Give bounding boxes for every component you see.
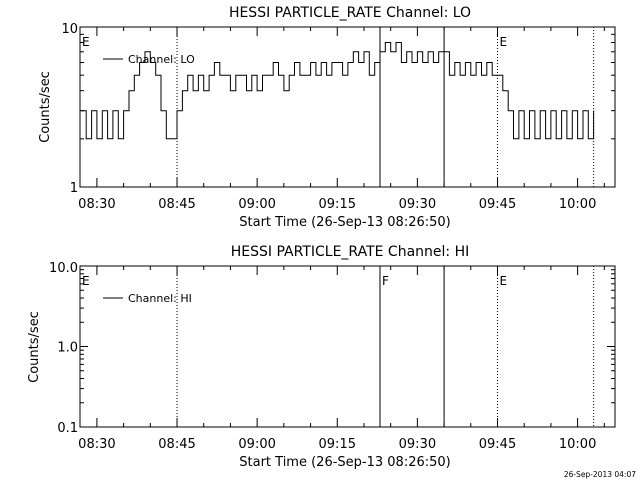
flag-label-hi: E [499,274,507,288]
x-tick-label-lo: 08:45 [158,197,195,212]
y-tick-label-lo: 1 [70,181,78,196]
legend-lo: Channel: LO [103,53,195,66]
x-tick-label-lo: 10:00 [559,197,596,212]
timestamp-stamp: 26-Sep-2013 04:07 [564,470,636,479]
y-tick-label-hi: 10.0 [49,261,78,276]
x-tick-label-hi: 09:15 [319,437,356,452]
legend-hi: Channel: HI [103,292,192,305]
plot-frame-lo [79,26,616,188]
y-axis-hi: 0.1 1.0 10.0 [49,261,615,436]
flag-label-lo: E [499,35,507,49]
x-tick-label-hi: 09:45 [479,437,516,452]
y-axis-lo: 1 10 [61,22,615,196]
x-tick-label-hi: 08:45 [158,437,195,452]
x-axis-hi: 08:30 08:45 09:00 09:15 09:30 09:45 10:00 [78,266,605,452]
x-tick-label-lo: 09:00 [238,197,275,212]
plot-frame-hi [79,265,616,428]
x-axis-lo: 08:30 08:45 09:00 09:15 09:30 09:45 10:00 [78,27,605,212]
flag-label-lo: E [82,35,90,49]
x-tick-label-hi: 08:30 [78,437,115,452]
flag-label-hi: E [82,274,90,288]
y-tick-label-hi: 1.0 [57,341,78,356]
x-tick-label-lo: 09:30 [399,197,436,212]
x-tick-label-hi: 09:00 [238,437,275,452]
panel-lo: HESSI PARTICLE_RATE Channel: LO 1 10 08:3… [38,5,616,230]
y-axis-label-lo: Counts/sec [38,71,53,143]
x-tick-label-lo: 08:30 [78,197,115,212]
chart-title-hi: HESSI PARTICLE_RATE Channel: HI [231,244,469,260]
flag-label-hi: F [382,274,389,288]
y-axis-label-hi: Counts/sec [27,311,42,383]
chart-title-lo: HESSI PARTICLE_RATE Channel: LO [229,5,471,21]
x-tick-label-hi: 09:30 [399,437,436,452]
x-axis-label-hi: Start Time (26-Sep-13 08:26:50) [239,455,450,470]
legend-label-lo: Channel: LO [128,53,195,66]
series-lo [80,42,595,140]
x-tick-label-lo: 09:15 [319,197,356,212]
x-tick-label-lo: 09:45 [479,197,516,212]
panel-hi: HESSI PARTICLE_RATE Channel: HI 0.1 1.0 10… [27,244,616,470]
x-axis-label-lo: Start Time (26-Sep-13 08:26:50) [239,215,450,230]
series-line-lo [80,42,595,140]
y-tick-label-lo: 10 [61,22,78,37]
y-tick-label-hi: 0.1 [57,421,78,436]
x-tick-label-hi: 10:00 [559,437,596,452]
legend-label-hi: Channel: HI [128,292,192,305]
